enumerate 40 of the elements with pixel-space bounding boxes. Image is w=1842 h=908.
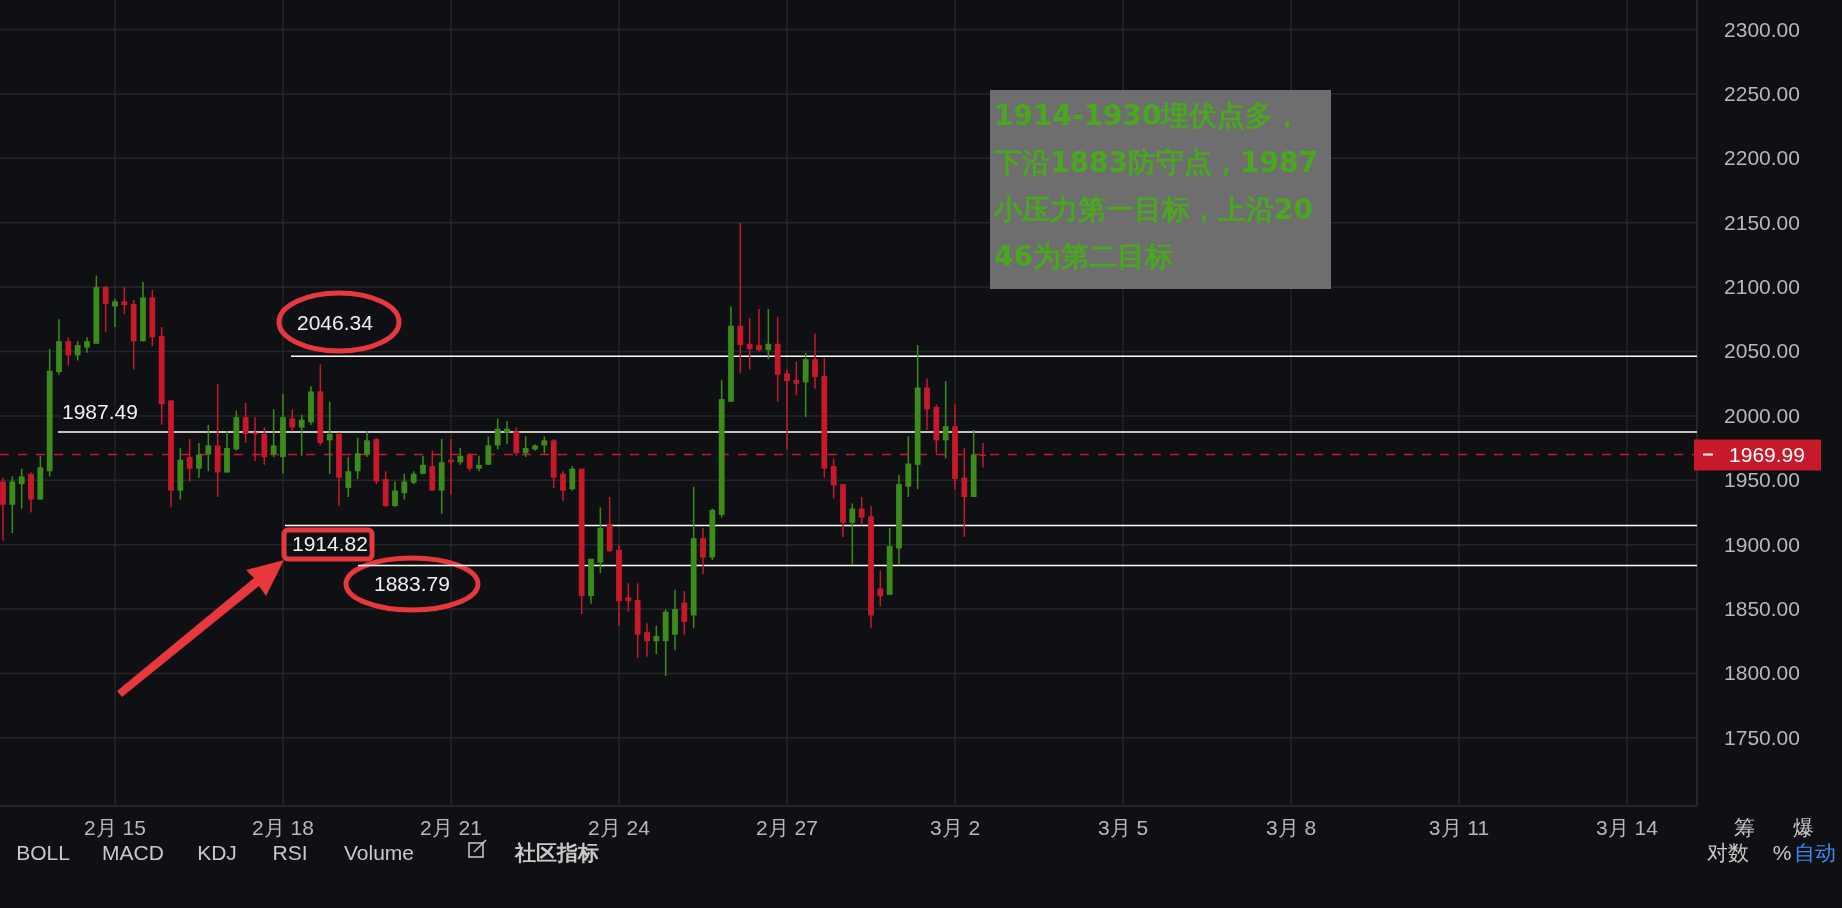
- x-tick-label: 3月 5: [1097, 816, 1149, 839]
- y-tick-label: 1900.00: [1724, 532, 1800, 556]
- y-tick-label: 2150.00: [1724, 210, 1800, 234]
- x-tick-label: 2月 18: [252, 816, 314, 839]
- ref-line-label: 2046.34: [297, 311, 374, 334]
- text: 爆: [1792, 816, 1814, 839]
- x-tick-label: 3月 11: [1428, 816, 1490, 839]
- text: Volume: [343, 841, 415, 864]
- text: KDJ: [197, 841, 237, 864]
- y-tick-label: 2200.00: [1724, 146, 1800, 170]
- y-tick-label: 1850.00: [1724, 597, 1800, 621]
- text: MACD: [102, 841, 164, 864]
- text: BOLL: [16, 841, 70, 864]
- y-tick-label: 2300.00: [1724, 17, 1800, 41]
- y-tick-label: 1800.00: [1724, 661, 1800, 685]
- x-tick-label: 3月 8: [1265, 816, 1317, 839]
- y-tick-label: 1950.00: [1724, 468, 1800, 492]
- y-tick-label: 1750.00: [1724, 725, 1800, 749]
- y-tick-label: 2250.00: [1724, 81, 1800, 105]
- y-tick-label: 2100.00: [1724, 275, 1800, 299]
- x-tick-label: 2月 15: [84, 816, 146, 839]
- text: %: [1772, 841, 1792, 864]
- ref-line-label: 1987.49: [62, 400, 138, 423]
- ref-line-label: 1969.99: [1729, 442, 1805, 466]
- x-tick-label: 2月 27: [756, 816, 818, 839]
- y-tick-label: 2000.00: [1724, 403, 1800, 427]
- ref-line-label: 1883.79: [374, 572, 450, 595]
- text: RSI: [272, 841, 308, 864]
- ref-line-label: 1914.82: [292, 532, 368, 555]
- text: 筹: [1733, 816, 1755, 839]
- annotation: 1914-1930埋伏点多，下沿1883防守点，1987小压力第一目标，上沿2046为第二目标: [990, 90, 1331, 289]
- x-tick-label: 2月 21: [420, 816, 482, 839]
- price-tag: 1969.99: [1694, 439, 1821, 471]
- x-tick-label: 3月 2: [929, 816, 981, 839]
- text: 社区指标: [514, 841, 599, 864]
- x-tick-label: 3月 14: [1596, 816, 1659, 839]
- y-tick-label: 2050.00: [1724, 339, 1800, 363]
- text: 自动: [1794, 841, 1836, 864]
- x-tick-label: 2月 24: [588, 816, 651, 839]
- text: 对数: [1707, 841, 1749, 864]
